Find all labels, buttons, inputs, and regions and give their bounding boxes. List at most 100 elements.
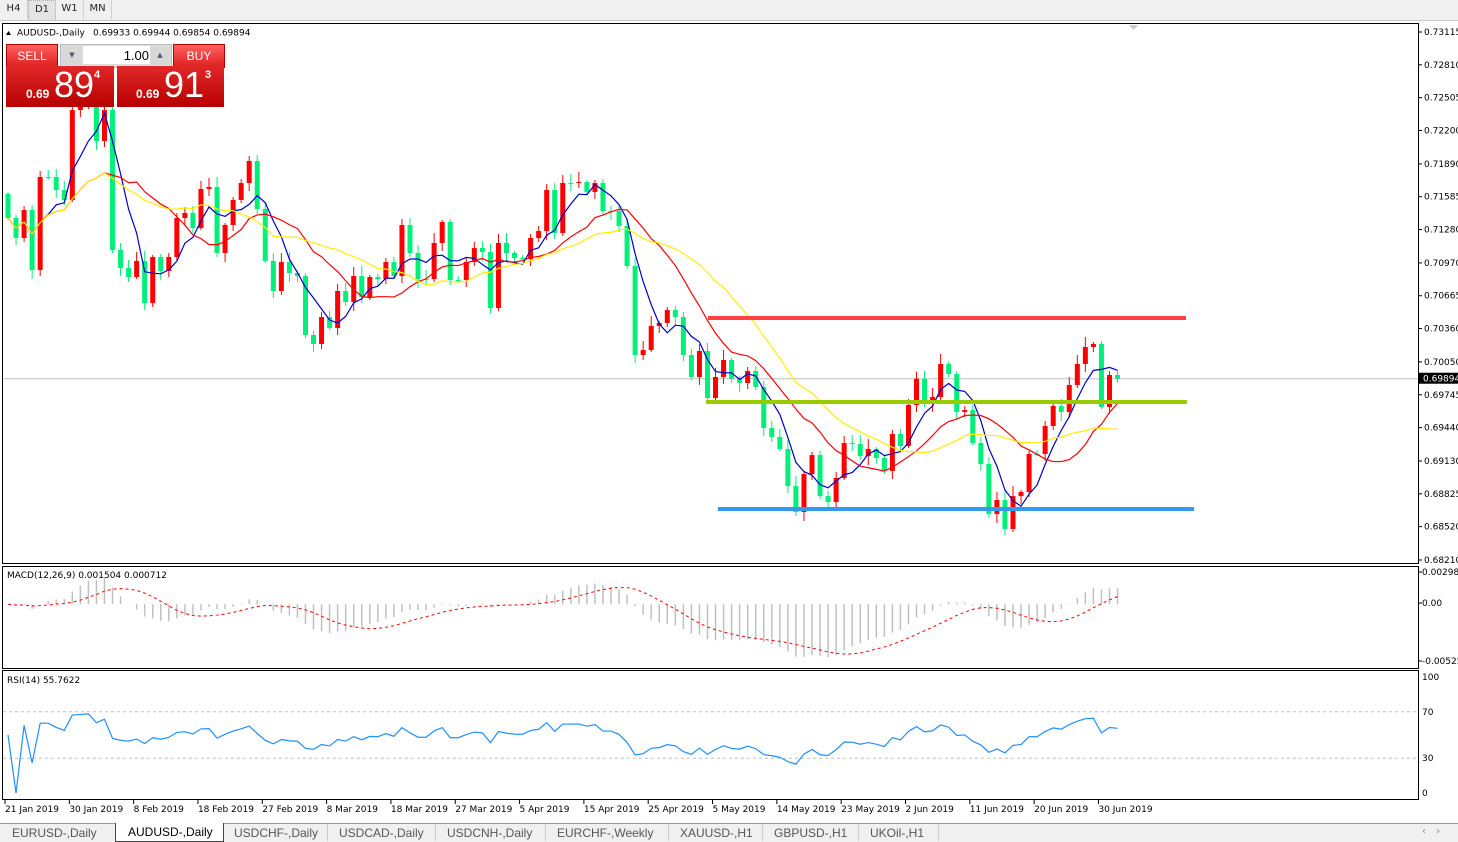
ohlc-label: 0.69933 0.69944 0.69854 0.69894 bbox=[93, 29, 251, 39]
date-tick-label: 2 Jun 2019 bbox=[905, 805, 954, 815]
rsi-tick-label: 30 bbox=[1422, 754, 1434, 764]
bear-candle bbox=[1058, 405, 1064, 412]
bull-candle bbox=[938, 363, 944, 398]
lot-size-input[interactable] bbox=[83, 46, 151, 64]
bull-candle bbox=[246, 160, 252, 184]
buy-price-pips: 91 bbox=[164, 64, 205, 105]
bull-candle bbox=[319, 317, 325, 344]
timeframe-d1[interactable]: D1 bbox=[28, 0, 56, 21]
bear-candle bbox=[986, 463, 992, 515]
bull-candle bbox=[174, 218, 180, 257]
sell-price[interactable]: 0.69 89 4 bbox=[6, 64, 114, 107]
bear-candle bbox=[270, 260, 276, 291]
price-tick-label: 0.72505 bbox=[1424, 94, 1458, 104]
sell-price-fraction: 4 bbox=[94, 69, 101, 81]
macd-signal-line bbox=[7, 587, 1118, 655]
bear-candle bbox=[704, 350, 710, 398]
bull-candle bbox=[648, 325, 654, 350]
bear-candle bbox=[45, 176, 51, 178]
chart-tab[interactable]: EURCHF-,Weekly bbox=[545, 824, 669, 841]
bull-candle bbox=[1082, 346, 1088, 364]
bull-candle bbox=[1090, 343, 1096, 347]
collapse-triangle-icon[interactable] bbox=[6, 31, 11, 35]
bear-candle bbox=[978, 442, 984, 464]
bear-candle bbox=[327, 317, 333, 329]
chart-tab[interactable]: XAUUSD-,H1 bbox=[668, 824, 763, 841]
bear-candle bbox=[881, 457, 887, 471]
bear-candle bbox=[190, 212, 196, 229]
tab-scroll-arrows-icon[interactable]: ‹› bbox=[1422, 826, 1450, 837]
macd-tick-label: 0.00 bbox=[1422, 599, 1442, 609]
bull-candle bbox=[1106, 374, 1112, 408]
bull-candle bbox=[1050, 405, 1056, 426]
price-tick-label: 0.70665 bbox=[1424, 292, 1458, 302]
bull-candle bbox=[1074, 363, 1080, 385]
bear-candle bbox=[873, 449, 879, 458]
bull-candle bbox=[367, 277, 373, 298]
bull-candle bbox=[69, 110, 75, 201]
price-tick-label: 0.70970 bbox=[1424, 259, 1458, 269]
bear-candle bbox=[897, 434, 903, 447]
bear-candle bbox=[688, 355, 694, 378]
bear-candle bbox=[946, 363, 952, 374]
bear-candle bbox=[1098, 343, 1104, 408]
bear-candle bbox=[632, 266, 638, 356]
chart-tab[interactable]: AUDUSD-,Daily bbox=[115, 823, 224, 842]
bull-candle bbox=[865, 449, 871, 457]
bear-candle bbox=[584, 181, 590, 192]
rsi-panel-frame bbox=[2, 670, 1419, 800]
bull-candle bbox=[182, 212, 188, 219]
price-tick-label: 0.73115 bbox=[1424, 28, 1458, 38]
chart-tab[interactable]: UKOil-,H1 bbox=[858, 824, 939, 841]
sell-button[interactable]: SELL bbox=[6, 44, 58, 68]
bear-candle bbox=[970, 410, 976, 443]
bull-candle bbox=[150, 256, 156, 304]
bull-candle bbox=[528, 238, 534, 260]
bull-candle bbox=[166, 256, 172, 271]
chart-tab[interactable]: EURUSD-,Daily bbox=[0, 824, 116, 841]
bear-candle bbox=[769, 428, 775, 437]
bull-candle bbox=[1010, 496, 1016, 529]
date-tick-label: 18 Feb 2019 bbox=[198, 805, 254, 815]
price-tick-label: 0.68520 bbox=[1424, 523, 1458, 533]
ma-slow-line bbox=[7, 172, 1118, 454]
chart-tab[interactable]: USDCAD-,Daily bbox=[327, 824, 436, 841]
bear-candle bbox=[1115, 374, 1121, 379]
buy-price-fraction: 3 bbox=[205, 69, 212, 81]
bull-candle bbox=[640, 349, 646, 356]
lot-stepper[interactable]: ▼ ▲ bbox=[60, 44, 172, 68]
bear-candle bbox=[214, 187, 220, 253]
chart-window[interactable]: 0.73115 0.72810 0.72505 0.72200 0.71890 0.715… bbox=[0, 0, 1458, 823]
rsi-tick-label: 70 bbox=[1422, 708, 1434, 718]
bull-candle bbox=[335, 290, 341, 329]
bull-candle bbox=[809, 455, 815, 474]
bear-candle bbox=[158, 256, 164, 271]
chart-tab[interactable]: USDCHF-,Daily bbox=[222, 824, 328, 841]
shift-marker-icon[interactable] bbox=[1129, 25, 1138, 30]
bull-candle bbox=[238, 183, 244, 201]
buy-price[interactable]: 0.69 91 3 bbox=[117, 64, 224, 107]
bear-candle bbox=[785, 449, 791, 487]
sell-price-prefix: 0.69 bbox=[26, 87, 50, 101]
lot-increase-icon[interactable]: ▲ bbox=[150, 46, 170, 65]
lot-decrease-icon[interactable]: ▼ bbox=[62, 46, 82, 65]
bull-candle bbox=[21, 210, 27, 239]
chart-tab[interactable]: USDCNH-,Daily bbox=[435, 824, 546, 841]
price-tick-label: 0.71280 bbox=[1424, 226, 1458, 236]
bear-candle bbox=[286, 262, 292, 274]
timeframe-mn[interactable]: MN bbox=[84, 0, 112, 19]
timeframe-w1[interactable]: W1 bbox=[56, 0, 84, 19]
bull-candle bbox=[431, 242, 437, 280]
bull-candle bbox=[471, 248, 477, 263]
timeframe-h4[interactable]: H4 bbox=[0, 0, 28, 19]
price-chart bbox=[3, 96, 1418, 535]
date-tick-label: 27 Feb 2019 bbox=[262, 805, 318, 815]
bear-candle bbox=[302, 276, 308, 336]
axes: 0.73115 0.72810 0.72505 0.72200 0.71890 0.715… bbox=[4, 28, 1458, 815]
chart-tab[interactable]: GBPUSD-,H1 bbox=[762, 824, 859, 841]
bull-candle bbox=[664, 310, 670, 323]
bear-candle bbox=[110, 110, 116, 250]
date-tick-label: 30 Jan 2019 bbox=[69, 805, 123, 815]
buy-price-prefix: 0.69 bbox=[136, 87, 160, 101]
date-tick-label: 5 May 2019 bbox=[713, 805, 766, 815]
